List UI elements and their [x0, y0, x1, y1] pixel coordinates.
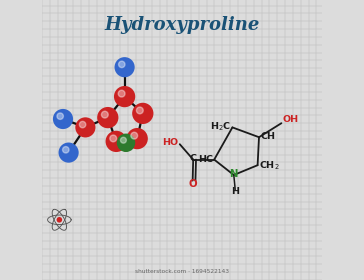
Circle shape	[75, 117, 95, 137]
Circle shape	[63, 146, 69, 153]
Text: C: C	[190, 154, 197, 163]
Text: HC: HC	[198, 155, 213, 164]
Circle shape	[106, 131, 127, 152]
Text: H: H	[231, 187, 239, 196]
Circle shape	[97, 107, 118, 128]
Circle shape	[57, 113, 63, 119]
Circle shape	[119, 61, 125, 67]
Circle shape	[117, 134, 135, 152]
Text: N: N	[230, 169, 238, 179]
Circle shape	[131, 132, 138, 139]
Text: OH: OH	[283, 115, 299, 124]
Circle shape	[114, 86, 135, 107]
Text: shutterstock.com · 1694522143: shutterstock.com · 1694522143	[135, 269, 229, 274]
Circle shape	[53, 109, 73, 129]
Text: HO: HO	[162, 138, 178, 147]
Circle shape	[120, 137, 126, 143]
Circle shape	[79, 121, 86, 128]
Circle shape	[115, 57, 135, 77]
Text: CH: CH	[260, 132, 275, 141]
Circle shape	[110, 135, 116, 142]
Circle shape	[127, 128, 148, 149]
Circle shape	[59, 143, 79, 163]
Text: O: O	[188, 179, 197, 189]
Circle shape	[56, 217, 62, 223]
Circle shape	[118, 90, 125, 97]
Circle shape	[132, 103, 154, 124]
Text: CH$_2$: CH$_2$	[259, 160, 279, 172]
Circle shape	[136, 107, 143, 114]
Text: H$_2$C: H$_2$C	[210, 120, 231, 132]
Circle shape	[102, 111, 108, 118]
Text: Hydroxyproline: Hydroxyproline	[104, 16, 260, 34]
